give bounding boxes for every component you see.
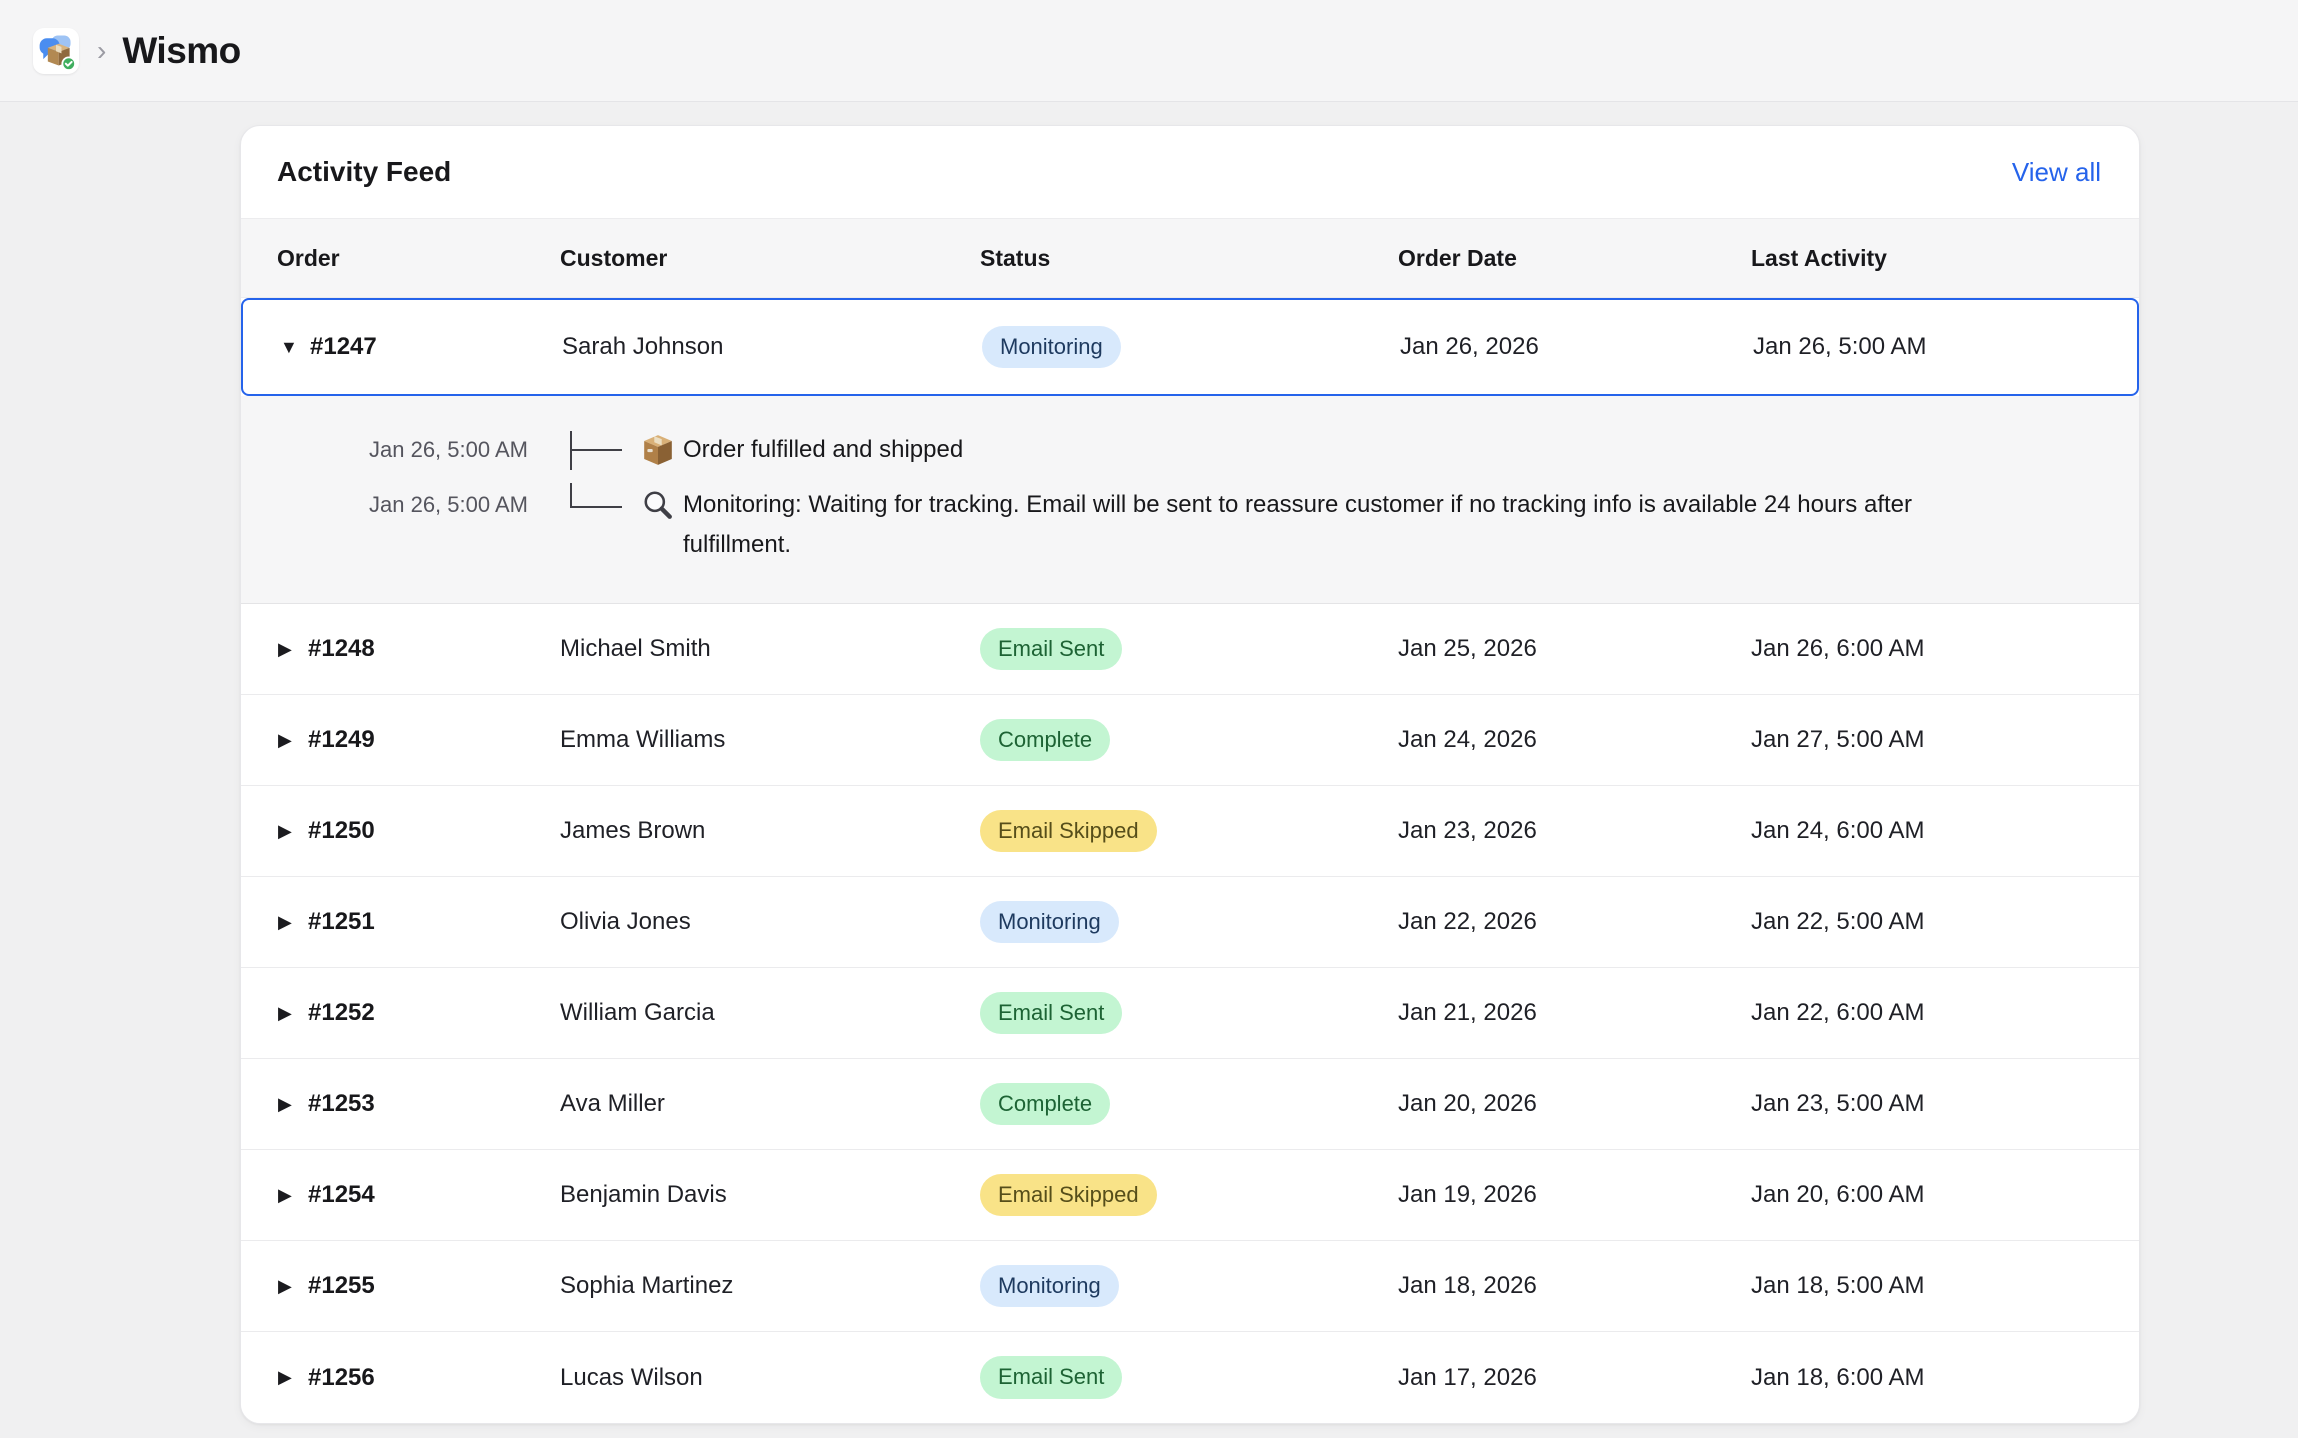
- customer-name: Olivia Jones: [560, 908, 691, 935]
- package-icon: [644, 435, 672, 465]
- status-badge: Email Sent: [980, 991, 1123, 1035]
- timeline-time: Jan 26, 5:00 AM: [369, 437, 528, 462]
- customer-name: Emma Williams: [560, 726, 726, 753]
- table-row-1252[interactable]: ▶ #1252 William Garcia Email Sent Jan 21…: [241, 968, 2139, 1059]
- customer-name: Sarah Johnson: [562, 333, 724, 360]
- customer-name: Ava Miller: [560, 1090, 665, 1117]
- expand-caret-icon[interactable]: ▶: [278, 1002, 292, 1023]
- last-activity: Jan 24, 6:00 AM: [1751, 817, 1925, 844]
- expand-caret-icon[interactable]: ▶: [278, 729, 292, 750]
- status-badge: Email Sent: [980, 627, 1123, 671]
- page-title: Wismo: [122, 29, 241, 71]
- wismo-app-icon[interactable]: [33, 27, 79, 74]
- expand-caret-icon[interactable]: ▶: [278, 911, 292, 932]
- order-date: Jan 21, 2026: [1398, 999, 1537, 1026]
- status-badge: Monitoring: [980, 1264, 1119, 1308]
- column-header-customer: Customer: [560, 244, 668, 271]
- customer-name: William Garcia: [560, 999, 715, 1026]
- order-date: Jan 17, 2026: [1398, 1363, 1537, 1391]
- customer-name: James Brown: [560, 817, 706, 844]
- order-date: Jan 18, 2026: [1398, 1272, 1537, 1299]
- customer-name: Michael Smith: [560, 635, 711, 662]
- table-row-1251[interactable]: ▶ #1251 Olivia Jones Monitoring Jan 22, …: [241, 877, 2139, 968]
- top-bar: › Wismo: [0, 0, 2298, 102]
- order-number: #1248: [308, 635, 375, 662]
- order-date: Jan 20, 2026: [1398, 1090, 1537, 1117]
- tree-corner-icon: [570, 483, 624, 525]
- order-number: #1255: [308, 1272, 375, 1299]
- expand-caret-icon[interactable]: ▶: [278, 1367, 292, 1387]
- order-date: Jan 19, 2026: [1398, 1181, 1537, 1208]
- table-row-1249[interactable]: ▶ #1249 Emma Williams Complete Jan 24, 2…: [241, 695, 2139, 786]
- order-number: #1247: [310, 333, 377, 360]
- timeline-item: Jan 26, 5:00 AM Monitoring: Waiting for …: [241, 483, 2139, 565]
- table-row-1248[interactable]: ▶ #1248 Michael Smith Email Sent Jan 25,…: [241, 604, 2139, 695]
- timeline-time: Jan 26, 5:00 AM: [369, 492, 528, 517]
- order-date: Jan 22, 2026: [1398, 908, 1537, 935]
- view-all-link[interactable]: View all: [2011, 156, 2101, 187]
- card-header: Activity Feed View all: [241, 126, 2139, 218]
- last-activity: Jan 18, 5:00 AM: [1751, 1272, 1925, 1299]
- timeline-text: Monitoring: Waiting for tracking. Email …: [683, 491, 1912, 558]
- customer-name: Lucas Wilson: [560, 1363, 703, 1391]
- card-title: Activity Feed: [277, 156, 452, 187]
- column-header-status: Status: [980, 244, 1051, 271]
- last-activity: Jan 23, 5:00 AM: [1751, 1090, 1925, 1117]
- order-date: Jan 26, 2026: [1400, 333, 1539, 360]
- table-row-1254[interactable]: ▶ #1254 Benjamin Davis Email Skipped Jan…: [241, 1150, 2139, 1241]
- order-number: #1250: [308, 817, 375, 844]
- expand-caret-icon[interactable]: ▶: [278, 1184, 292, 1205]
- order-number: #1252: [308, 999, 375, 1026]
- collapse-caret-icon[interactable]: ▼: [280, 336, 298, 357]
- timeline-item: Jan 26, 5:00 AM Order fulfilled and ship…: [241, 430, 2139, 470]
- tree-branch-icon: [570, 430, 624, 470]
- table-row-1256[interactable]: ▶ #1256 Lucas Wilson Email Sent Jan 17, …: [241, 1332, 2139, 1423]
- breadcrumb-chevron-icon: ›: [97, 34, 107, 66]
- expanded-timeline: Jan 26, 5:00 AM Order fulfilled and ship…: [241, 396, 2139, 604]
- last-activity: Jan 20, 6:00 AM: [1751, 1181, 1925, 1208]
- magnifier-icon: [644, 491, 672, 519]
- last-activity: Jan 27, 5:00 AM: [1751, 726, 1925, 753]
- last-activity: Jan 26, 6:00 AM: [1751, 635, 1925, 662]
- status-badge: Email Skipped: [980, 809, 1157, 853]
- last-activity: Jan 22, 6:00 AM: [1751, 999, 1925, 1026]
- expand-caret-icon[interactable]: ▶: [278, 638, 292, 659]
- order-number: #1256: [308, 1363, 375, 1391]
- timeline-text: Order fulfilled and shipped: [683, 436, 964, 463]
- customer-name: Benjamin Davis: [560, 1181, 727, 1208]
- last-activity: Jan 22, 5:00 AM: [1751, 908, 1925, 935]
- order-number: #1251: [308, 908, 375, 935]
- column-header-last-activity: Last Activity: [1751, 244, 1887, 271]
- status-badge: Complete: [980, 718, 1111, 762]
- activity-feed-card: Activity Feed View all Order Customer St…: [240, 125, 2140, 1424]
- wismo-app-icon-art: [39, 35, 76, 71]
- customer-name: Sophia Martinez: [560, 1272, 734, 1299]
- order-date: Jan 24, 2026: [1398, 726, 1537, 753]
- status-badge: Monitoring: [982, 325, 1121, 369]
- status-badge: Email Skipped: [980, 1173, 1157, 1217]
- order-number: #1249: [308, 726, 375, 753]
- expand-caret-icon[interactable]: ▶: [278, 1275, 292, 1296]
- column-header-order-date: Order Date: [1398, 244, 1517, 271]
- order-number: #1253: [308, 1090, 375, 1117]
- table-header-row: Order Customer Status Order Date Last Ac…: [241, 218, 2139, 298]
- last-activity: Jan 26, 5:00 AM: [1753, 333, 1927, 360]
- table-row-1247[interactable]: ▼ #1247 Sarah Johnson Monitoring Jan 26,…: [241, 298, 2139, 396]
- order-date: Jan 25, 2026: [1398, 635, 1537, 662]
- order-date: Jan 23, 2026: [1398, 817, 1537, 844]
- table-row-1255[interactable]: ▶ #1255 Sophia Martinez Monitoring Jan 1…: [241, 1241, 2139, 1332]
- status-badge: Complete: [980, 1082, 1111, 1126]
- expand-caret-icon[interactable]: ▶: [278, 820, 292, 841]
- status-badge: Email Sent: [980, 1356, 1123, 1399]
- table-row-1253[interactable]: ▶ #1253 Ava Miller Complete Jan 20, 2026…: [241, 1059, 2139, 1150]
- column-header-order: Order: [277, 244, 340, 271]
- last-activity: Jan 18, 6:00 AM: [1751, 1363, 1925, 1391]
- table-row-1250[interactable]: ▶ #1250 James Brown Email Skipped Jan 23…: [241, 786, 2139, 877]
- expand-caret-icon[interactable]: ▶: [278, 1093, 292, 1114]
- status-badge: Monitoring: [980, 900, 1119, 944]
- order-number: #1254: [308, 1181, 375, 1208]
